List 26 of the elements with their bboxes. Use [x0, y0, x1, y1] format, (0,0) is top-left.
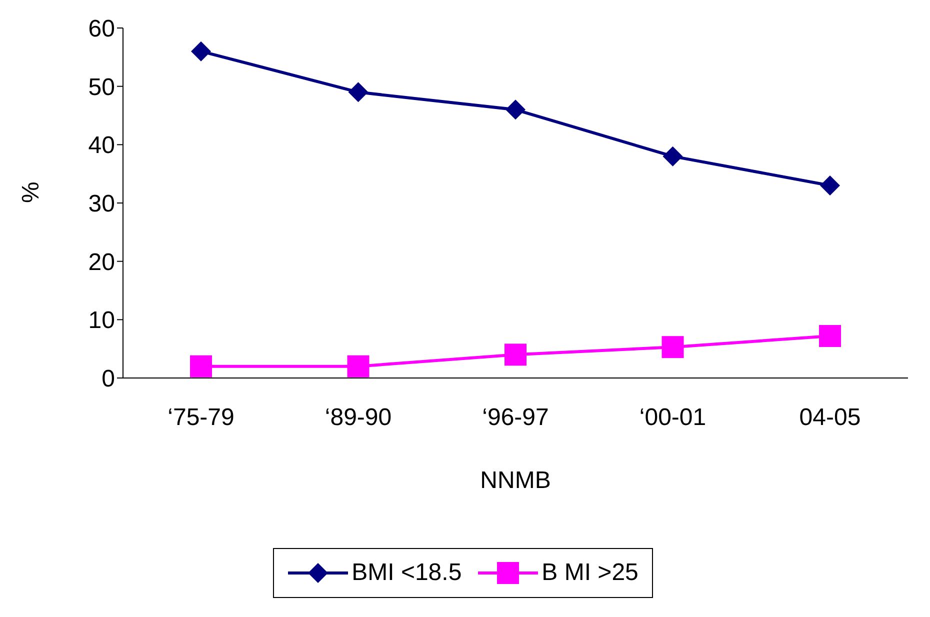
point	[662, 146, 683, 166]
point	[819, 325, 841, 347]
y-tick-label: 40	[88, 132, 115, 160]
y-tick-label: 10	[88, 307, 115, 334]
point	[348, 82, 368, 102]
x-tick-label: ‘89-90	[324, 404, 392, 432]
legend-label: BMI <18.5	[352, 559, 462, 587]
point	[191, 41, 211, 62]
x-tick-label: 04-05	[799, 404, 861, 432]
x-tick-label: ‘00-01	[639, 404, 706, 432]
x-tick-label: ‘75-79	[168, 404, 234, 432]
y-tick-label: 50	[88, 74, 115, 101]
y-tick-label: 60	[88, 16, 115, 43]
point	[506, 100, 526, 120]
y-tick-label: 30	[88, 190, 115, 218]
y-tick-label: 0	[102, 366, 115, 393]
y-axis-title: %	[18, 182, 45, 203]
y-tick-label: 20	[88, 248, 115, 276]
point	[820, 176, 840, 196]
point	[347, 355, 370, 378]
point	[662, 336, 684, 358]
x-tick-label: ‘96-97	[482, 404, 549, 432]
point	[504, 344, 526, 366]
x-axis-title: NNMB	[480, 467, 551, 494]
point	[190, 355, 212, 378]
legend-label: B MI >25	[542, 559, 638, 587]
